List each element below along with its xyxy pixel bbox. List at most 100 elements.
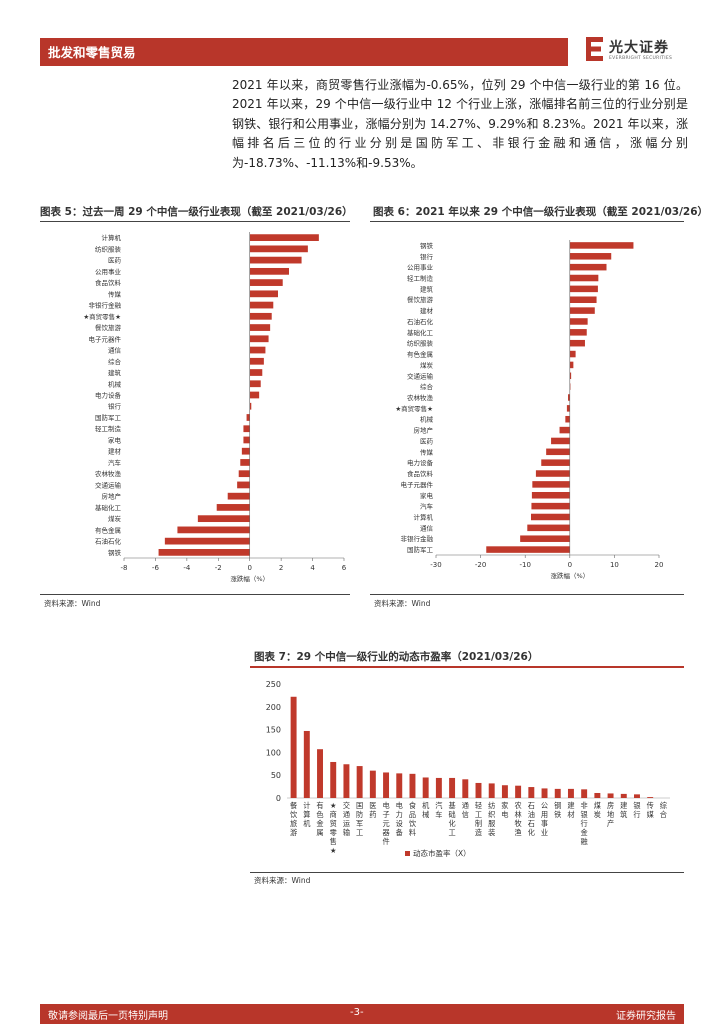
category-label: 机械 — [420, 415, 434, 424]
bar — [227, 492, 250, 500]
bar — [158, 549, 250, 556]
x-tick-label: 20 — [655, 561, 664, 569]
bar — [546, 448, 570, 456]
category-label: 非银行金融 — [581, 801, 588, 846]
x-tick-label: 4 — [310, 564, 315, 572]
bar — [565, 415, 570, 423]
bar — [581, 789, 588, 798]
x-tick-label: 6 — [342, 564, 347, 572]
bar — [634, 794, 640, 798]
category-label: 纺织服装 — [95, 244, 122, 253]
bar — [249, 369, 263, 376]
bar — [435, 777, 442, 798]
bar — [569, 350, 576, 358]
chart5-bottom-rule — [40, 594, 350, 595]
category-label: 建筑 — [620, 801, 627, 819]
category-label: 煤炭 — [594, 801, 601, 819]
category-label: 家电 — [501, 801, 508, 819]
category-label: 计算机 — [303, 801, 311, 828]
logo-mark-icon — [586, 37, 603, 61]
bar — [303, 730, 310, 798]
bar — [569, 339, 585, 347]
category-label: 综合 — [108, 357, 122, 366]
bar — [569, 263, 607, 271]
chart5-top-rule — [40, 221, 350, 222]
category-label: 餐饮旅游 — [290, 801, 298, 837]
brand-logo: 光大证券 EVERBRIGHT SECURITIES — [585, 36, 685, 66]
bar — [249, 290, 278, 298]
category-label: 公用事业 — [541, 801, 548, 837]
category-label: 建材 — [420, 306, 434, 315]
category-label: 家电 — [420, 491, 434, 500]
bar — [568, 394, 570, 401]
y-tick-label: 150 — [266, 726, 281, 735]
category-label: 通信 — [462, 801, 469, 819]
category-label: 汽车 — [435, 801, 442, 819]
category-label: 交通运输 — [343, 801, 350, 837]
x-axis-label: 涨跌幅（%） — [230, 574, 269, 583]
category-label: 有色金属 — [95, 525, 121, 534]
category-label: 电子元器件 — [401, 480, 434, 489]
bar — [462, 779, 469, 798]
category-label: 轻工制造 — [407, 274, 434, 283]
category-label: 房地产 — [414, 426, 434, 435]
category-label: 综合 — [660, 801, 667, 819]
category-label: 计算机 — [414, 512, 434, 521]
category-label: 国防军工 — [356, 801, 363, 837]
footer-disclaimer: 敬请参阅最后一页特别声明 — [48, 1011, 168, 1022]
x-tick-label: -6 — [152, 564, 160, 572]
bar — [237, 481, 250, 489]
category-label: 电子元器件 — [382, 801, 389, 846]
bar — [475, 782, 482, 798]
category-label: 石油石化 — [528, 801, 535, 837]
category-label: 石油石化 — [407, 317, 434, 326]
y-tick-label: 250 — [266, 680, 281, 689]
chart7-source: 资料来源：Wind — [254, 876, 311, 885]
category-label: 电力设备 — [407, 458, 434, 467]
chart6-top-rule — [370, 221, 684, 222]
bar — [177, 526, 250, 534]
category-label: 国防军工 — [407, 545, 434, 554]
bar — [569, 372, 572, 380]
category-label: 非银行金融 — [89, 301, 122, 310]
legend-label: 动态市盈率（X） — [413, 848, 471, 858]
x-tick-label: -2 — [215, 564, 222, 572]
category-label: 建筑 — [108, 368, 122, 377]
bar — [290, 696, 297, 798]
bar — [569, 307, 595, 314]
bar — [488, 783, 495, 798]
bar — [449, 777, 456, 798]
bar — [647, 797, 654, 798]
category-label: 食品饮料 — [407, 469, 434, 478]
bar — [422, 777, 429, 798]
category-label: 钢铁 — [108, 548, 122, 557]
category-label: 农林牧渔 — [515, 801, 522, 837]
category-label: 传媒 — [108, 289, 122, 298]
chart6-svg: 钢铁银行公用事业轻工制造建筑餐饮旅游建材石油石化基础化工纺织服装有色金属煤炭交通… — [395, 240, 664, 580]
bar — [249, 380, 261, 388]
bar — [396, 773, 403, 798]
bar — [409, 773, 416, 798]
bar — [569, 361, 574, 369]
bar — [197, 515, 250, 523]
bar — [530, 513, 570, 521]
bar — [249, 234, 319, 241]
legend-swatch — [405, 851, 410, 856]
bar — [249, 256, 302, 264]
category-label: 机械 — [422, 801, 430, 819]
category-label: 纺织服装 — [488, 801, 495, 837]
category-label: 食品饮料 — [409, 801, 417, 837]
chart6-bottom-rule — [370, 594, 684, 595]
x-axis-label: 涨跌幅（%） — [550, 571, 589, 580]
chart5-source: 资料来源：Wind — [44, 599, 101, 608]
bar — [216, 504, 250, 511]
category-label: 农林牧渔 — [95, 469, 122, 478]
x-tick-label: 10 — [610, 561, 619, 569]
category-label: ★商贸零售★ — [395, 404, 433, 413]
bar — [246, 414, 250, 421]
category-label: 银行 — [420, 252, 434, 261]
x-tick-label: -4 — [183, 564, 191, 572]
bar — [249, 346, 266, 354]
summary-paragraph: 2021 年以来，商贸零售行业涨幅为-0.65%，位列 29 个中信一级行业的第… — [232, 78, 688, 170]
